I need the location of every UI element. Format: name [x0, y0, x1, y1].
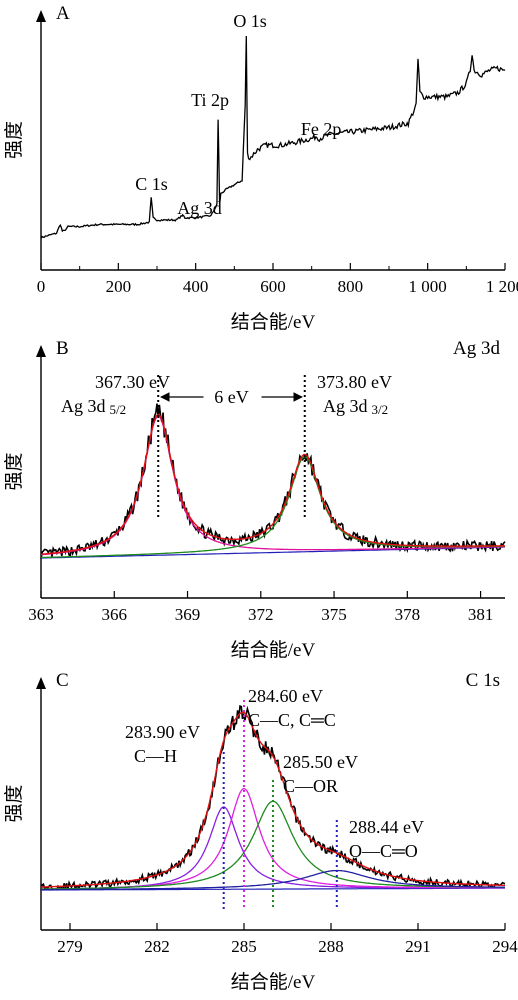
peak-energy-label: 373.80 eV: [317, 372, 392, 392]
x-axis-label: 结合能/eV: [231, 971, 316, 993]
y-axis-label: 强度: [3, 784, 25, 822]
survey-spectrum-line: [40, 35, 506, 239]
peak-assignment-label: Ag 3d 3/2: [323, 396, 388, 417]
peak-label: Ag 3d: [177, 198, 222, 218]
peak-energy-label: 284.60 eV: [248, 686, 323, 706]
panel-a: 0 200 400 600 800 1 000 1 200 结合能/eV 强度 A C 1s Ag 3…: [3, 3, 518, 333]
panel-corner-label: C 1s: [466, 670, 500, 691]
panel-corner-label: Ag 3d: [453, 338, 500, 359]
x-tick-label: 288: [318, 937, 344, 956]
x-tick-label: 200: [106, 277, 132, 296]
x-tick-label: 366: [102, 605, 128, 624]
peak-assignment-label: Ag 3d 5/2: [61, 396, 126, 417]
y-axis-label: 强度: [3, 452, 25, 490]
panel-letter: C: [56, 670, 69, 691]
peak-label: C 1s: [135, 174, 168, 194]
peak-energy-label: 367.30 eV: [95, 372, 170, 392]
y-axis-arrow: [36, 345, 46, 357]
x-tick-label: 294: [492, 937, 518, 956]
y-axis-arrow: [36, 677, 46, 689]
x-axis-label: 结合能/eV: [231, 639, 316, 661]
panel-letter: B: [56, 338, 69, 359]
x-tick-label: 369: [175, 605, 201, 624]
peak-energy-label: 283.90 eV: [125, 722, 200, 742]
y-axis-arrow: [36, 10, 46, 22]
component-peak-4: [41, 869, 505, 891]
x-tick-label: 381: [468, 605, 494, 624]
x-tick-label: 363: [28, 605, 54, 624]
x-tick-label: 279: [57, 937, 83, 956]
envelope-fit-line: [40, 413, 505, 555]
peak-assignment-label: C—H: [134, 746, 177, 766]
x-tick-label: 378: [395, 605, 421, 624]
envelope-fit-line: [41, 711, 505, 888]
panel-b: 363 366 369 372 375 378 381 结合能/eV 强度 B Ag 3d 367.3…: [3, 338, 506, 661]
x-tick-label: 600: [260, 277, 286, 296]
x-axis-label: 结合能/eV: [231, 311, 316, 333]
x-tick-label: 291: [405, 937, 431, 956]
x-tick-label: 285: [231, 937, 257, 956]
raw-data-line: [40, 403, 506, 560]
x-tick-label: 1 000: [409, 277, 447, 296]
peak-energy-label: 288.44 eV: [349, 817, 424, 837]
y-axis-label: 强度: [3, 121, 25, 159]
x-tick-label: 372: [248, 605, 274, 624]
peak-assignment-label: C—OR: [283, 776, 338, 796]
x-tick-label: 375: [321, 605, 347, 624]
peak-label: Fe 2p: [301, 119, 342, 139]
peak-assignment-label: O—C═O: [349, 841, 418, 861]
component-peak-2: [41, 455, 505, 559]
panel-letter: A: [56, 3, 70, 24]
component-peak-2: [41, 787, 505, 890]
x-tick-label: 0: [37, 277, 46, 296]
peak-label: O 1s: [233, 11, 267, 31]
x-tick-label: 282: [144, 937, 170, 956]
panel-c: 279 282 285 288 291 294 结合能/eV 强度 C C 1s 283.90 eV…: [3, 670, 518, 993]
x-tick-label: 1 200: [486, 277, 518, 296]
x-tick-label: 800: [338, 277, 364, 296]
peak-energy-label: 285.50 eV: [283, 752, 358, 772]
peak-assignment-label: C—C, C═C: [248, 710, 336, 730]
x-tick-label: 400: [183, 277, 209, 296]
peak-label: Ti 2p: [191, 90, 229, 110]
delta-label: 6 eV: [214, 387, 249, 407]
raw-data-line: [40, 704, 506, 891]
